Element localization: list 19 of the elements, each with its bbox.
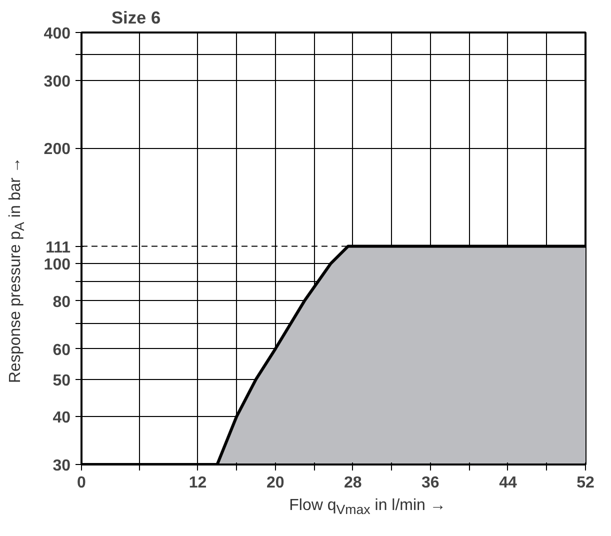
x-tick-label: 0: [77, 474, 86, 492]
x-tick-label: 52: [576, 474, 594, 492]
x-tick-label: 20: [266, 474, 284, 492]
y-tick-label: 300: [44, 73, 71, 90]
y-tick-label: 60: [52, 342, 71, 359]
y-tick-label: 50: [52, 372, 71, 390]
y-tick-label: 200: [44, 141, 71, 158]
x-axis-title: Flow q$_{Vmax}$ in l/min →: [289, 496, 446, 520]
x-tick-label: 44: [499, 474, 517, 492]
x-tick-label: 28: [344, 474, 362, 492]
y-tick-label: 100: [44, 256, 71, 274]
y-tick-label: 111: [46, 239, 71, 256]
y-tick-label: 400: [44, 26, 71, 42]
chart-title: Size 6: [112, 8, 161, 28]
y-tick-label: 40: [52, 410, 71, 427]
y-tick-label: 80: [52, 294, 71, 311]
y-tick-label: 30: [52, 458, 71, 474]
x-tick-label: 12: [188, 474, 207, 492]
x-tick-label: 36: [422, 474, 440, 492]
